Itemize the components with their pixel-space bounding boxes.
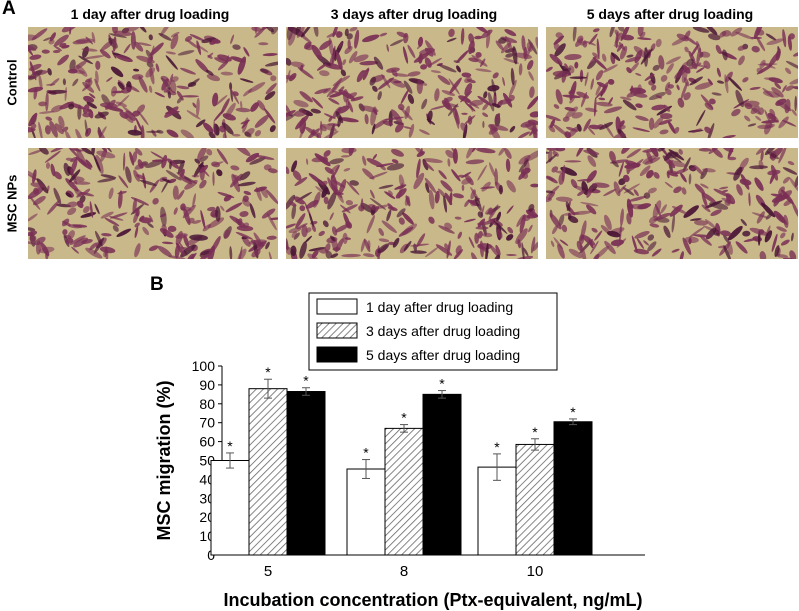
- panel-a-letter: A: [2, 0, 16, 19]
- row-label-control: Control: [4, 59, 20, 106]
- micrograph-control-day1: [28, 27, 278, 138]
- y-tick-label: 70: [199, 415, 215, 431]
- legend-label: 3 days after drug loading: [366, 323, 520, 339]
- legend-swatch: [316, 298, 358, 315]
- significance-marker: *: [439, 376, 445, 392]
- significance-marker: *: [570, 404, 576, 420]
- bar: [248, 388, 288, 556]
- x-tick-label: 8: [400, 563, 408, 580]
- micrograph-mscnps-day3: [286, 148, 538, 259]
- y-tick-label: 100: [192, 358, 216, 374]
- legend-swatch: [316, 322, 358, 339]
- significance-marker: *: [532, 424, 538, 440]
- legend-label: 1 day after drug loading: [366, 299, 513, 315]
- legend-label: 5 days after drug loading: [366, 347, 520, 363]
- row-label-msc-nps: MSC NPs: [4, 174, 20, 233]
- micrograph-control-day5: [546, 27, 798, 138]
- legend-swatch: [316, 346, 358, 363]
- panel-b-letter: B: [150, 274, 164, 295]
- column-title-2: 3 days after drug loading: [330, 6, 498, 22]
- significance-marker: *: [363, 445, 369, 461]
- bar: [210, 460, 250, 556]
- significance-marker: *: [227, 438, 233, 454]
- y-tick-label: 90: [199, 377, 215, 393]
- significance-marker: *: [265, 364, 271, 380]
- bar: [384, 427, 424, 556]
- y-tick-label: 60: [199, 434, 215, 450]
- column-title-1: 1 day after drug loading: [70, 6, 230, 22]
- bar: [515, 443, 555, 556]
- bar: [477, 466, 517, 556]
- significance-marker: *: [303, 373, 309, 389]
- y-tick-label: 80: [199, 396, 215, 412]
- micrograph-mscnps-day5: [546, 148, 798, 259]
- bar: [286, 391, 326, 556]
- x-axis-label: Incubation concentration (Ptx-equivalent…: [223, 590, 642, 610]
- bar: [553, 421, 593, 556]
- significance-marker: *: [494, 439, 500, 455]
- micrograph-control-day3: [286, 27, 538, 138]
- micrograph-mscnps-day1: [28, 148, 278, 259]
- significance-marker: *: [401, 410, 407, 426]
- x-tick-label: 5: [264, 563, 272, 580]
- bar: [422, 393, 462, 556]
- migration-bar-chart: 01020304050607080901005***8***10***MSC m…: [154, 292, 645, 610]
- x-tick-label: 10: [527, 563, 544, 580]
- column-title-3: 5 days after drug loading: [586, 6, 754, 22]
- bar: [346, 468, 386, 556]
- y-axis-label: MSC migration (%): [154, 380, 174, 540]
